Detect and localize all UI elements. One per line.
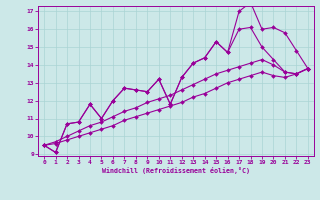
X-axis label: Windchill (Refroidissement éolien,°C): Windchill (Refroidissement éolien,°C) [102, 167, 250, 174]
